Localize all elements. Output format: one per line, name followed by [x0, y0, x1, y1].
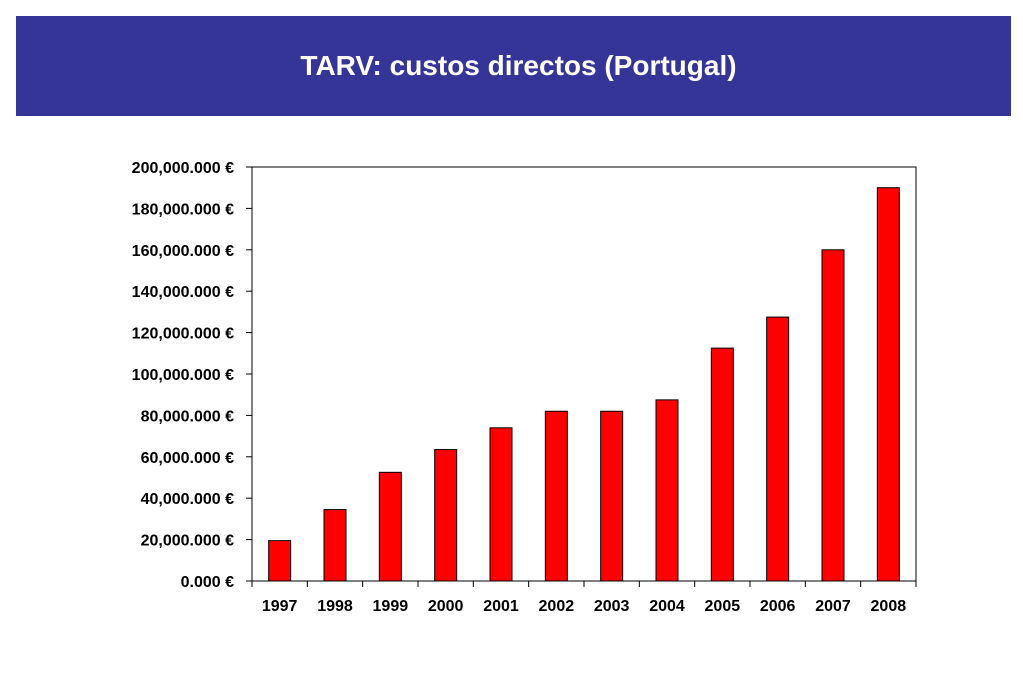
bar-2007: [821, 249, 845, 582]
y-tick-label: 100,000.000 €: [132, 367, 234, 384]
x-tick-label: 2005: [705, 598, 741, 615]
bar-2005: [710, 347, 734, 582]
x-tick-label: 2007: [815, 598, 851, 615]
bar-1999: [378, 471, 402, 582]
y-tick-label: 120,000.000 €: [132, 326, 234, 343]
x-tick-label: 2002: [539, 598, 575, 615]
y-tick-label: 180,000.000 €: [132, 201, 234, 218]
x-tick-label: 2003: [594, 598, 630, 615]
y-tick-label: 40,000.000 €: [141, 491, 235, 508]
y-tick-label: 140,000.000 €: [132, 284, 234, 301]
x-tick-label: 2008: [871, 598, 907, 615]
x-tick-label: 2001: [483, 598, 519, 615]
bar-2006: [766, 316, 790, 582]
bar-2001: [489, 427, 513, 582]
y-axis: 0.000 € 20,000.000 € 40,000.000 € 60,000.00…: [132, 160, 252, 591]
y-tick-label: 0.000 €: [181, 574, 234, 591]
page-title: TARV: custos directos (Portugal): [300, 50, 737, 81]
y-tick-label: 160,000.000 €: [132, 243, 234, 260]
x-tick-label: 2004: [649, 598, 685, 615]
x-tick-label: 1997: [262, 598, 298, 615]
plot-area: [251, 166, 917, 582]
x-axis: 1997 1998 1999 2000 2001 2002 2003 2004 2005 2006…: [251, 581, 917, 615]
bar-2000: [434, 449, 458, 582]
x-tick-label: 2000: [428, 598, 464, 615]
bar-2008: [876, 187, 900, 582]
bar-series: [268, 187, 900, 582]
y-tick-label: 20,000.000 €: [141, 533, 235, 550]
x-tick-label: 2006: [760, 598, 796, 615]
bar-2004: [655, 399, 679, 582]
y-tick-label: 200,000.000 €: [132, 160, 234, 177]
x-tick-label: 1998: [317, 598, 353, 615]
y-tick-label: 60,000.000 €: [141, 450, 235, 467]
title-banner: TARV: custos directos (Portugal): [16, 16, 1011, 116]
bar-1998: [323, 509, 347, 582]
x-tick-label: 1999: [373, 598, 409, 615]
bar-2002: [544, 410, 568, 582]
bar-2003: [600, 410, 624, 582]
bar-1997: [268, 540, 292, 582]
y-tick-label: 80,000.000 €: [141, 408, 235, 425]
